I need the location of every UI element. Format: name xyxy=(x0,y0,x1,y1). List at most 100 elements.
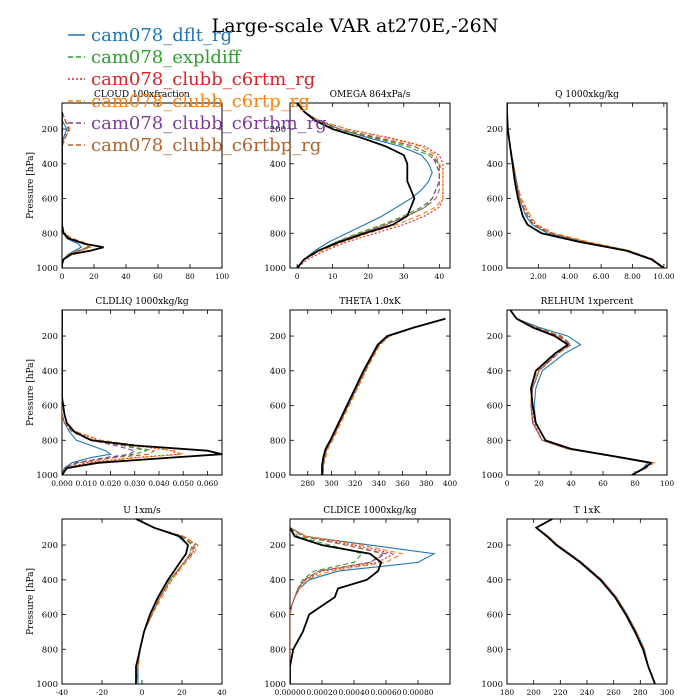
x-tick-label: 400 xyxy=(443,479,458,488)
x-tick-label: 100 xyxy=(215,272,230,281)
plot-frame xyxy=(506,102,668,269)
x-tick-label: 0 xyxy=(295,272,300,281)
y-tick-label: 600 xyxy=(270,402,286,412)
y-tick-label: 800 xyxy=(487,229,503,239)
y-tick-label: 1000 xyxy=(264,471,286,481)
panel-title: Q 1000xkg/kg xyxy=(555,90,619,100)
reference-line xyxy=(507,103,665,268)
y-tick-label: 800 xyxy=(270,436,286,446)
panel-title: T 1xK xyxy=(574,506,601,516)
y-tick-label: 200 xyxy=(487,541,503,551)
legend-entry: cam078_clubb_c6rtp_rg xyxy=(68,91,310,112)
plot-frame xyxy=(61,518,223,685)
y-tick-label: 800 xyxy=(487,436,503,446)
reference-line xyxy=(135,519,189,684)
x-tick-label: 20 xyxy=(534,479,544,488)
series-line-5 xyxy=(62,310,136,475)
y-tick-label: 400 xyxy=(270,367,286,377)
y-tick-label: 800 xyxy=(270,645,286,655)
series-line-4 xyxy=(62,310,184,475)
y-tick-label: 1000 xyxy=(36,471,58,481)
panel-7: U 1xm/s 200 400 600 800 1000-40 -20 0 20 40 Pressu… xyxy=(26,506,227,697)
y-axis-label: Pressure [hPa] xyxy=(26,568,36,635)
x-tick-label: 20 xyxy=(89,272,99,281)
reference-line xyxy=(321,317,446,475)
x-tick-label: 0.00020 xyxy=(306,688,337,697)
x-tick-label: 20 xyxy=(363,272,373,281)
y-tick-label: 600 xyxy=(270,611,286,621)
x-tick-label: 2.00 xyxy=(530,272,547,281)
panel-8: CLDICE 1000xkg/kg 200 400 600 800 10000.00000… xyxy=(264,506,451,697)
x-tick-label: 20 xyxy=(177,688,187,697)
y-axis-label: Pressure [hPa] xyxy=(26,359,36,426)
legend-entry: cam078_dflt_rg xyxy=(68,25,232,46)
plot-frame xyxy=(289,309,451,476)
panel-title: U 1xm/s xyxy=(123,506,161,516)
y-tick-label: 200 xyxy=(487,125,503,135)
x-tick-label: 6.00 xyxy=(593,272,610,281)
x-tick-label: 80 xyxy=(185,272,195,281)
x-tick-label: 280 xyxy=(301,479,316,488)
y-tick-label: 600 xyxy=(42,611,58,621)
reference-line xyxy=(296,103,416,268)
panel-5: THETA 1.0xK 200 400 600 800 1000 280 300 320 340 3… xyxy=(264,297,457,488)
y-tick-label: 200 xyxy=(42,332,58,342)
x-tick-label: 0.00040 xyxy=(338,688,369,697)
x-tick-label: 0.00060 xyxy=(370,688,401,697)
legend-label: cam078_clubb_c6rtm_rg xyxy=(91,69,315,90)
legend-label: cam078_clubb_c6rtbp_rg xyxy=(91,135,321,156)
reference-line xyxy=(62,310,222,475)
y-tick-label: 200 xyxy=(487,332,503,342)
reference-line xyxy=(290,527,383,684)
x-tick-label: 40 xyxy=(121,272,131,281)
y-tick-label: 200 xyxy=(270,125,286,135)
x-tick-label: 4.00 xyxy=(561,272,578,281)
y-tick-label: 600 xyxy=(42,402,58,412)
y-tick-label: 600 xyxy=(270,195,286,205)
y-axis-label: Pressure [hPa] xyxy=(26,152,36,219)
x-tick-label: 40 xyxy=(217,688,227,697)
series-line-6 xyxy=(296,103,440,268)
panel-title: CLDICE 1000xkg/kg xyxy=(323,506,417,516)
series-line-6 xyxy=(62,310,156,475)
x-tick-label: 380 xyxy=(419,479,434,488)
x-tick-label: -20 xyxy=(96,688,108,697)
legend-entry: cam078_clubb_c6rtbp_rg xyxy=(68,135,321,156)
x-tick-label: 0.050 xyxy=(172,479,194,488)
legend-entry: cam078_clubb_c6rtm_rg xyxy=(68,69,315,90)
x-tick-label: 0 xyxy=(60,272,65,281)
x-tick-label: 0.030 xyxy=(124,479,146,488)
panel-title: THETA 1.0xK xyxy=(339,297,401,307)
y-tick-label: 1000 xyxy=(481,680,503,690)
x-tick-label: 200 xyxy=(527,688,542,697)
panel-2: OMEGA 864xPa/s 200 400 600 800 1000 0 10 20 30 40 xyxy=(264,90,451,281)
reference-line xyxy=(509,310,654,475)
y-tick-label: 1000 xyxy=(481,471,503,481)
plot-frame xyxy=(506,518,668,685)
series-line-3 xyxy=(322,318,446,475)
panel-title: OMEGA 864xPa/s xyxy=(330,90,411,100)
x-tick-label: 0.000 xyxy=(51,479,73,488)
y-tick-label: 1000 xyxy=(36,680,58,690)
legend-label: cam078_clubb_c6rtbm_rg xyxy=(91,113,327,134)
plot-frame xyxy=(289,102,451,269)
y-tick-label: 800 xyxy=(42,645,58,655)
y-tick-label: 200 xyxy=(42,541,58,551)
series-line-4 xyxy=(135,519,199,684)
x-tick-label: -40 xyxy=(56,688,68,697)
series-line-4 xyxy=(296,103,444,268)
series-line-6 xyxy=(322,318,446,475)
x-tick-label: 0 xyxy=(140,688,145,697)
series-line-2 xyxy=(322,318,446,475)
x-tick-label: 10 xyxy=(328,272,338,281)
series-line-5 xyxy=(322,318,446,475)
x-tick-label: 240 xyxy=(580,688,595,697)
x-tick-label: 300 xyxy=(324,479,339,488)
x-tick-label: 30 xyxy=(399,272,409,281)
series-line-1 xyxy=(322,318,446,475)
x-tick-label: 100 xyxy=(660,479,675,488)
series-line-1 xyxy=(290,527,436,684)
y-tick-label: 1000 xyxy=(481,264,503,274)
